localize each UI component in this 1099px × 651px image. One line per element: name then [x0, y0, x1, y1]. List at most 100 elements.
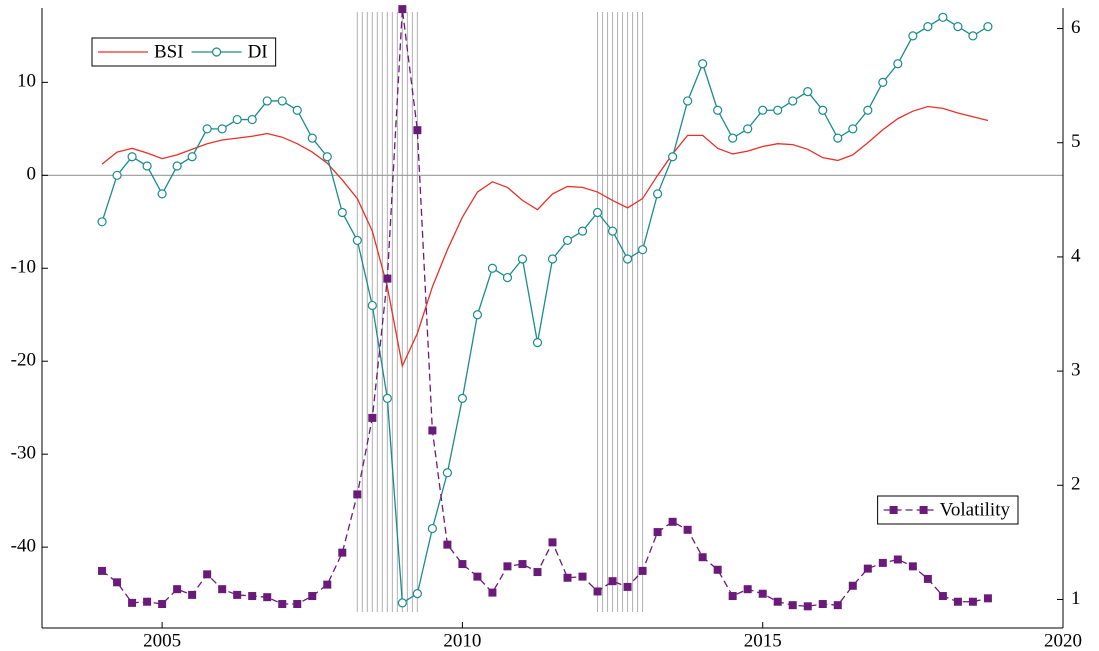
y2-tick-label: 4	[1071, 245, 1081, 266]
data-point	[413, 126, 422, 135]
data-point	[457, 393, 468, 404]
data-point	[263, 593, 272, 602]
data-point	[353, 490, 362, 499]
data-point	[367, 300, 377, 311]
data-point	[668, 517, 677, 526]
data-point	[517, 254, 528, 264]
data-point	[623, 582, 632, 591]
data-point	[547, 254, 558, 264]
data-point	[397, 598, 407, 608]
x-tick-label: 2010	[443, 630, 481, 651]
data-point	[607, 226, 618, 236]
data-point	[292, 105, 302, 115]
data-point	[127, 152, 137, 162]
data-point	[233, 590, 242, 599]
data-point	[293, 600, 302, 609]
data-point	[487, 263, 498, 273]
data-point	[608, 577, 617, 586]
data-point	[698, 59, 708, 69]
data-point	[412, 589, 422, 599]
data-point	[578, 572, 587, 581]
data-point	[173, 585, 182, 594]
data-point	[878, 558, 887, 567]
data-point	[653, 189, 663, 199]
data-point	[803, 602, 812, 611]
legend-marker	[889, 506, 898, 514]
y-tick-label: 10	[17, 71, 36, 92]
data-point	[518, 560, 527, 569]
data-point	[803, 87, 813, 97]
data-point	[323, 580, 332, 589]
data-point	[308, 592, 317, 601]
y-tick-label: -10	[11, 257, 36, 278]
data-point	[488, 588, 497, 597]
data-point	[562, 235, 573, 245]
data-point	[473, 572, 482, 581]
data-point	[758, 589, 767, 598]
data-point	[773, 597, 782, 606]
data-point	[217, 124, 227, 134]
data-point	[713, 105, 723, 115]
data-point	[187, 152, 197, 162]
y2-tick-label: 2	[1071, 474, 1081, 495]
data-point	[128, 598, 137, 607]
data-point	[458, 560, 467, 569]
y2-tick-label: 3	[1071, 359, 1081, 380]
data-point	[683, 96, 693, 106]
data-point	[923, 21, 933, 32]
data-point	[428, 426, 437, 435]
y2-tick-label: 1	[1071, 588, 1081, 609]
data-point	[563, 573, 572, 582]
data-point	[968, 31, 978, 41]
data-point	[983, 594, 992, 603]
data-point	[278, 600, 287, 609]
x-tick-label: 2020	[1044, 630, 1082, 651]
data-point	[893, 555, 902, 564]
data-point	[938, 12, 948, 22]
data-point	[878, 77, 888, 87]
data-point	[728, 133, 738, 143]
data-point	[202, 124, 212, 134]
data-point	[443, 540, 452, 549]
data-point	[442, 468, 452, 478]
legend-label: Volatility	[940, 499, 1011, 520]
data-point	[548, 538, 557, 547]
data-point	[157, 189, 167, 199]
data-point	[908, 562, 917, 571]
series-line	[101, 16, 989, 605]
data-point	[953, 21, 963, 32]
y-tick-label: -30	[11, 443, 36, 464]
data-point	[863, 564, 872, 573]
y2-tick-label: 6	[1071, 17, 1081, 38]
data-point	[713, 565, 722, 574]
data-point	[322, 152, 332, 162]
data-point	[247, 114, 257, 125]
data-point	[248, 592, 257, 601]
data-point	[112, 170, 122, 180]
data-point	[382, 393, 392, 404]
data-point	[968, 597, 977, 606]
x-tick-label: 2015	[744, 630, 782, 651]
data-point	[232, 114, 242, 125]
data-point	[622, 254, 633, 264]
data-point	[983, 21, 993, 32]
data-point	[833, 133, 843, 143]
data-point	[848, 581, 857, 590]
data-point	[908, 31, 918, 41]
data-point	[848, 124, 858, 134]
legend: BSI DI	[91, 37, 277, 67]
data-point	[788, 96, 798, 106]
data-point	[368, 413, 377, 422]
data-point	[337, 207, 347, 218]
data-point	[188, 590, 197, 599]
legend-marker	[211, 47, 222, 57]
series-line	[101, 105, 989, 368]
data-point	[698, 553, 707, 562]
data-point	[158, 600, 167, 609]
data-point	[653, 528, 662, 537]
legend-label: BSI	[154, 41, 184, 62]
data-point	[758, 105, 768, 115]
data-point	[833, 601, 842, 610]
data-point	[637, 245, 648, 255]
